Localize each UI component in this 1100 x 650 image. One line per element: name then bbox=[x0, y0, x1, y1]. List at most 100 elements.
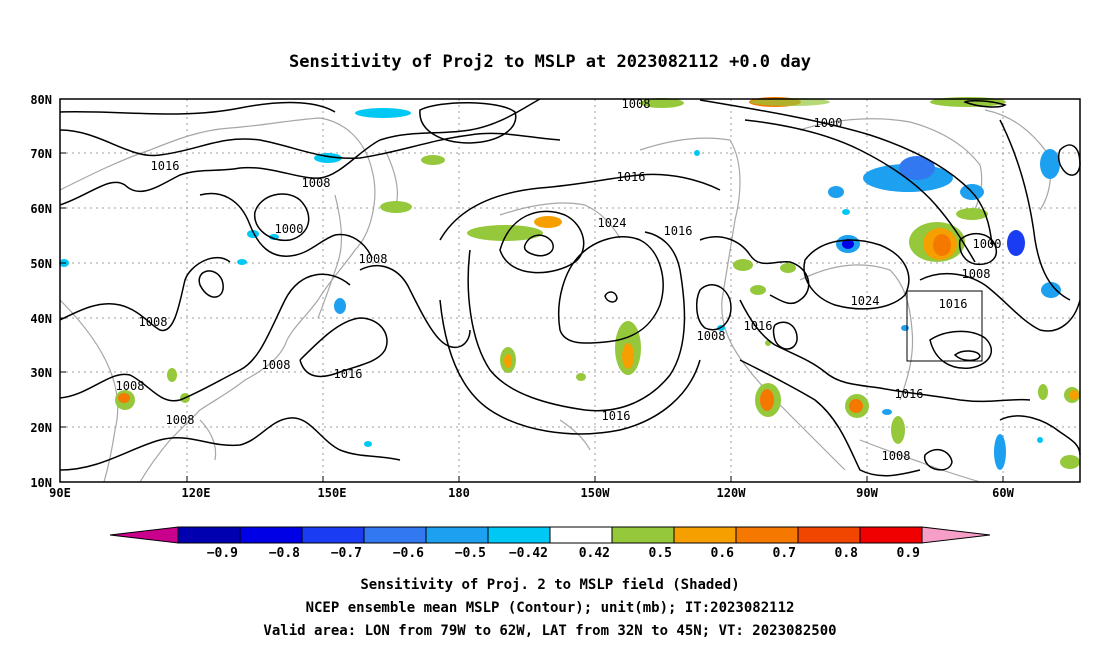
colorbar-box bbox=[797, 526, 861, 544]
contour-line bbox=[557, 236, 664, 344]
figure-title: Sensitivity of Proj2 to MSLP at 20230821… bbox=[289, 52, 811, 72]
shade-negative bbox=[842, 239, 854, 249]
colorbar-box bbox=[735, 526, 799, 544]
contour-line bbox=[59, 417, 401, 471]
contour-label: 1016 bbox=[151, 159, 180, 173]
shade-positive bbox=[933, 234, 951, 256]
latitude-labels: 80N 70N 60N 50N 40N 30N 20N 10N bbox=[30, 93, 52, 490]
contour-line bbox=[739, 359, 921, 477]
shade-negative bbox=[994, 434, 1006, 470]
colorbar-label: 0.8 bbox=[835, 546, 859, 561]
lon-label: 150W bbox=[581, 486, 611, 500]
lat-label: 80N bbox=[30, 93, 52, 107]
contour-line bbox=[254, 193, 310, 242]
contour-line bbox=[744, 119, 976, 263]
lat-label: 30N bbox=[30, 366, 52, 380]
contour-line bbox=[359, 265, 471, 349]
contour-label: 1016 bbox=[617, 170, 646, 184]
shade-positive bbox=[891, 416, 905, 444]
contour-line bbox=[923, 448, 953, 471]
contour-label: 1008 bbox=[302, 176, 331, 190]
shade-positive bbox=[733, 259, 753, 271]
shade-negative bbox=[899, 156, 935, 180]
contour-label: 1000 bbox=[973, 237, 1002, 251]
shade-positive bbox=[956, 208, 988, 220]
contour-label: 1016 bbox=[744, 319, 773, 333]
contour-line bbox=[953, 350, 981, 362]
contour-label: 1008 bbox=[622, 97, 651, 111]
lat-label: 50N bbox=[30, 257, 52, 271]
north-america-east-coastline bbox=[799, 264, 914, 401]
map-panel: 1016 1008 1000 1008 1008 1008 1008 1016 … bbox=[59, 97, 1081, 483]
colorbar-label: −0.8 bbox=[269, 546, 300, 561]
contour-label: 1000 bbox=[275, 222, 304, 236]
contour-label: 1016 bbox=[939, 297, 968, 311]
colorbar-box bbox=[239, 526, 303, 544]
shade-negative bbox=[334, 298, 346, 314]
shade-positive bbox=[1038, 384, 1048, 400]
shade-negative bbox=[901, 325, 909, 331]
colorbar-box bbox=[487, 526, 551, 544]
contour-line bbox=[59, 98, 541, 206]
caribbean-coastline bbox=[859, 439, 981, 483]
contour-line bbox=[523, 234, 554, 257]
lon-label: 120W bbox=[717, 486, 747, 500]
contour-label: 1008 bbox=[139, 315, 168, 329]
valid-area-box bbox=[906, 290, 983, 362]
contour-line bbox=[419, 101, 517, 144]
contour-label: 1016 bbox=[895, 387, 924, 401]
lat-label: 60N bbox=[30, 202, 52, 216]
shade-positive bbox=[576, 373, 586, 381]
colorbar-label: −0.6 bbox=[393, 546, 424, 561]
shade-negative bbox=[237, 259, 247, 265]
india-coastline bbox=[59, 299, 119, 483]
shade-positive bbox=[622, 343, 634, 369]
lon-label: 90E bbox=[49, 486, 71, 500]
colorbar-boxes bbox=[177, 526, 923, 544]
contour-line bbox=[1057, 144, 1081, 176]
mslp-contours bbox=[59, 98, 1081, 477]
contour-line bbox=[999, 119, 1071, 301]
colorbar-box bbox=[673, 526, 737, 544]
shade-positive bbox=[750, 98, 830, 106]
shade-negative bbox=[364, 441, 372, 447]
contour-labels: 1016 1008 1000 1008 1008 1008 1008 1016 … bbox=[116, 97, 1002, 463]
shade-positive bbox=[1060, 455, 1080, 469]
colorbar-right-arrow bbox=[921, 526, 991, 544]
contour-label: 1024 bbox=[598, 216, 627, 230]
contour-line bbox=[439, 173, 721, 241]
lat-label: 20N bbox=[30, 421, 52, 435]
contour-label: 1016 bbox=[602, 409, 631, 423]
colorbar-label: −0.5 bbox=[455, 546, 486, 561]
colorbar-left-arrow bbox=[109, 526, 179, 544]
shade-negative bbox=[828, 186, 844, 198]
shade-negative bbox=[1041, 282, 1061, 298]
colorbar-box bbox=[549, 526, 613, 544]
colorbar: −0.9 −0.8 −0.7 −0.6 −0.5 −0.42 0.42 0.5 0.6 0.7 0.… bbox=[109, 526, 991, 561]
contour-line bbox=[299, 317, 388, 378]
contour-label: 1024 bbox=[851, 294, 880, 308]
contour-label: 1008 bbox=[116, 379, 145, 393]
contour-line bbox=[929, 330, 992, 369]
colorbar-label: 0.9 bbox=[897, 546, 920, 561]
contour-line bbox=[604, 291, 618, 303]
shade-positive bbox=[380, 201, 412, 213]
colorbar-label: 0.42 bbox=[579, 546, 610, 561]
tick-marks bbox=[60, 98, 1004, 482]
colorbar-box bbox=[177, 526, 241, 544]
asia-coastline bbox=[59, 117, 376, 483]
contour-line bbox=[699, 99, 993, 246]
contour-line bbox=[999, 415, 1081, 456]
shade-negative bbox=[842, 209, 850, 215]
lon-label: 60W bbox=[992, 486, 1014, 500]
colorbar-label: 0.6 bbox=[711, 546, 735, 561]
contour-line bbox=[919, 272, 1081, 332]
japan-coastline bbox=[317, 194, 343, 319]
contour-line bbox=[958, 233, 997, 266]
shade-negative bbox=[1007, 230, 1025, 256]
north-america-west-coastline bbox=[639, 137, 846, 471]
lon-label: 150E bbox=[318, 486, 347, 500]
colorbar-label: 0.7 bbox=[773, 546, 796, 561]
contour-line bbox=[59, 101, 336, 115]
contour-line bbox=[803, 239, 910, 310]
